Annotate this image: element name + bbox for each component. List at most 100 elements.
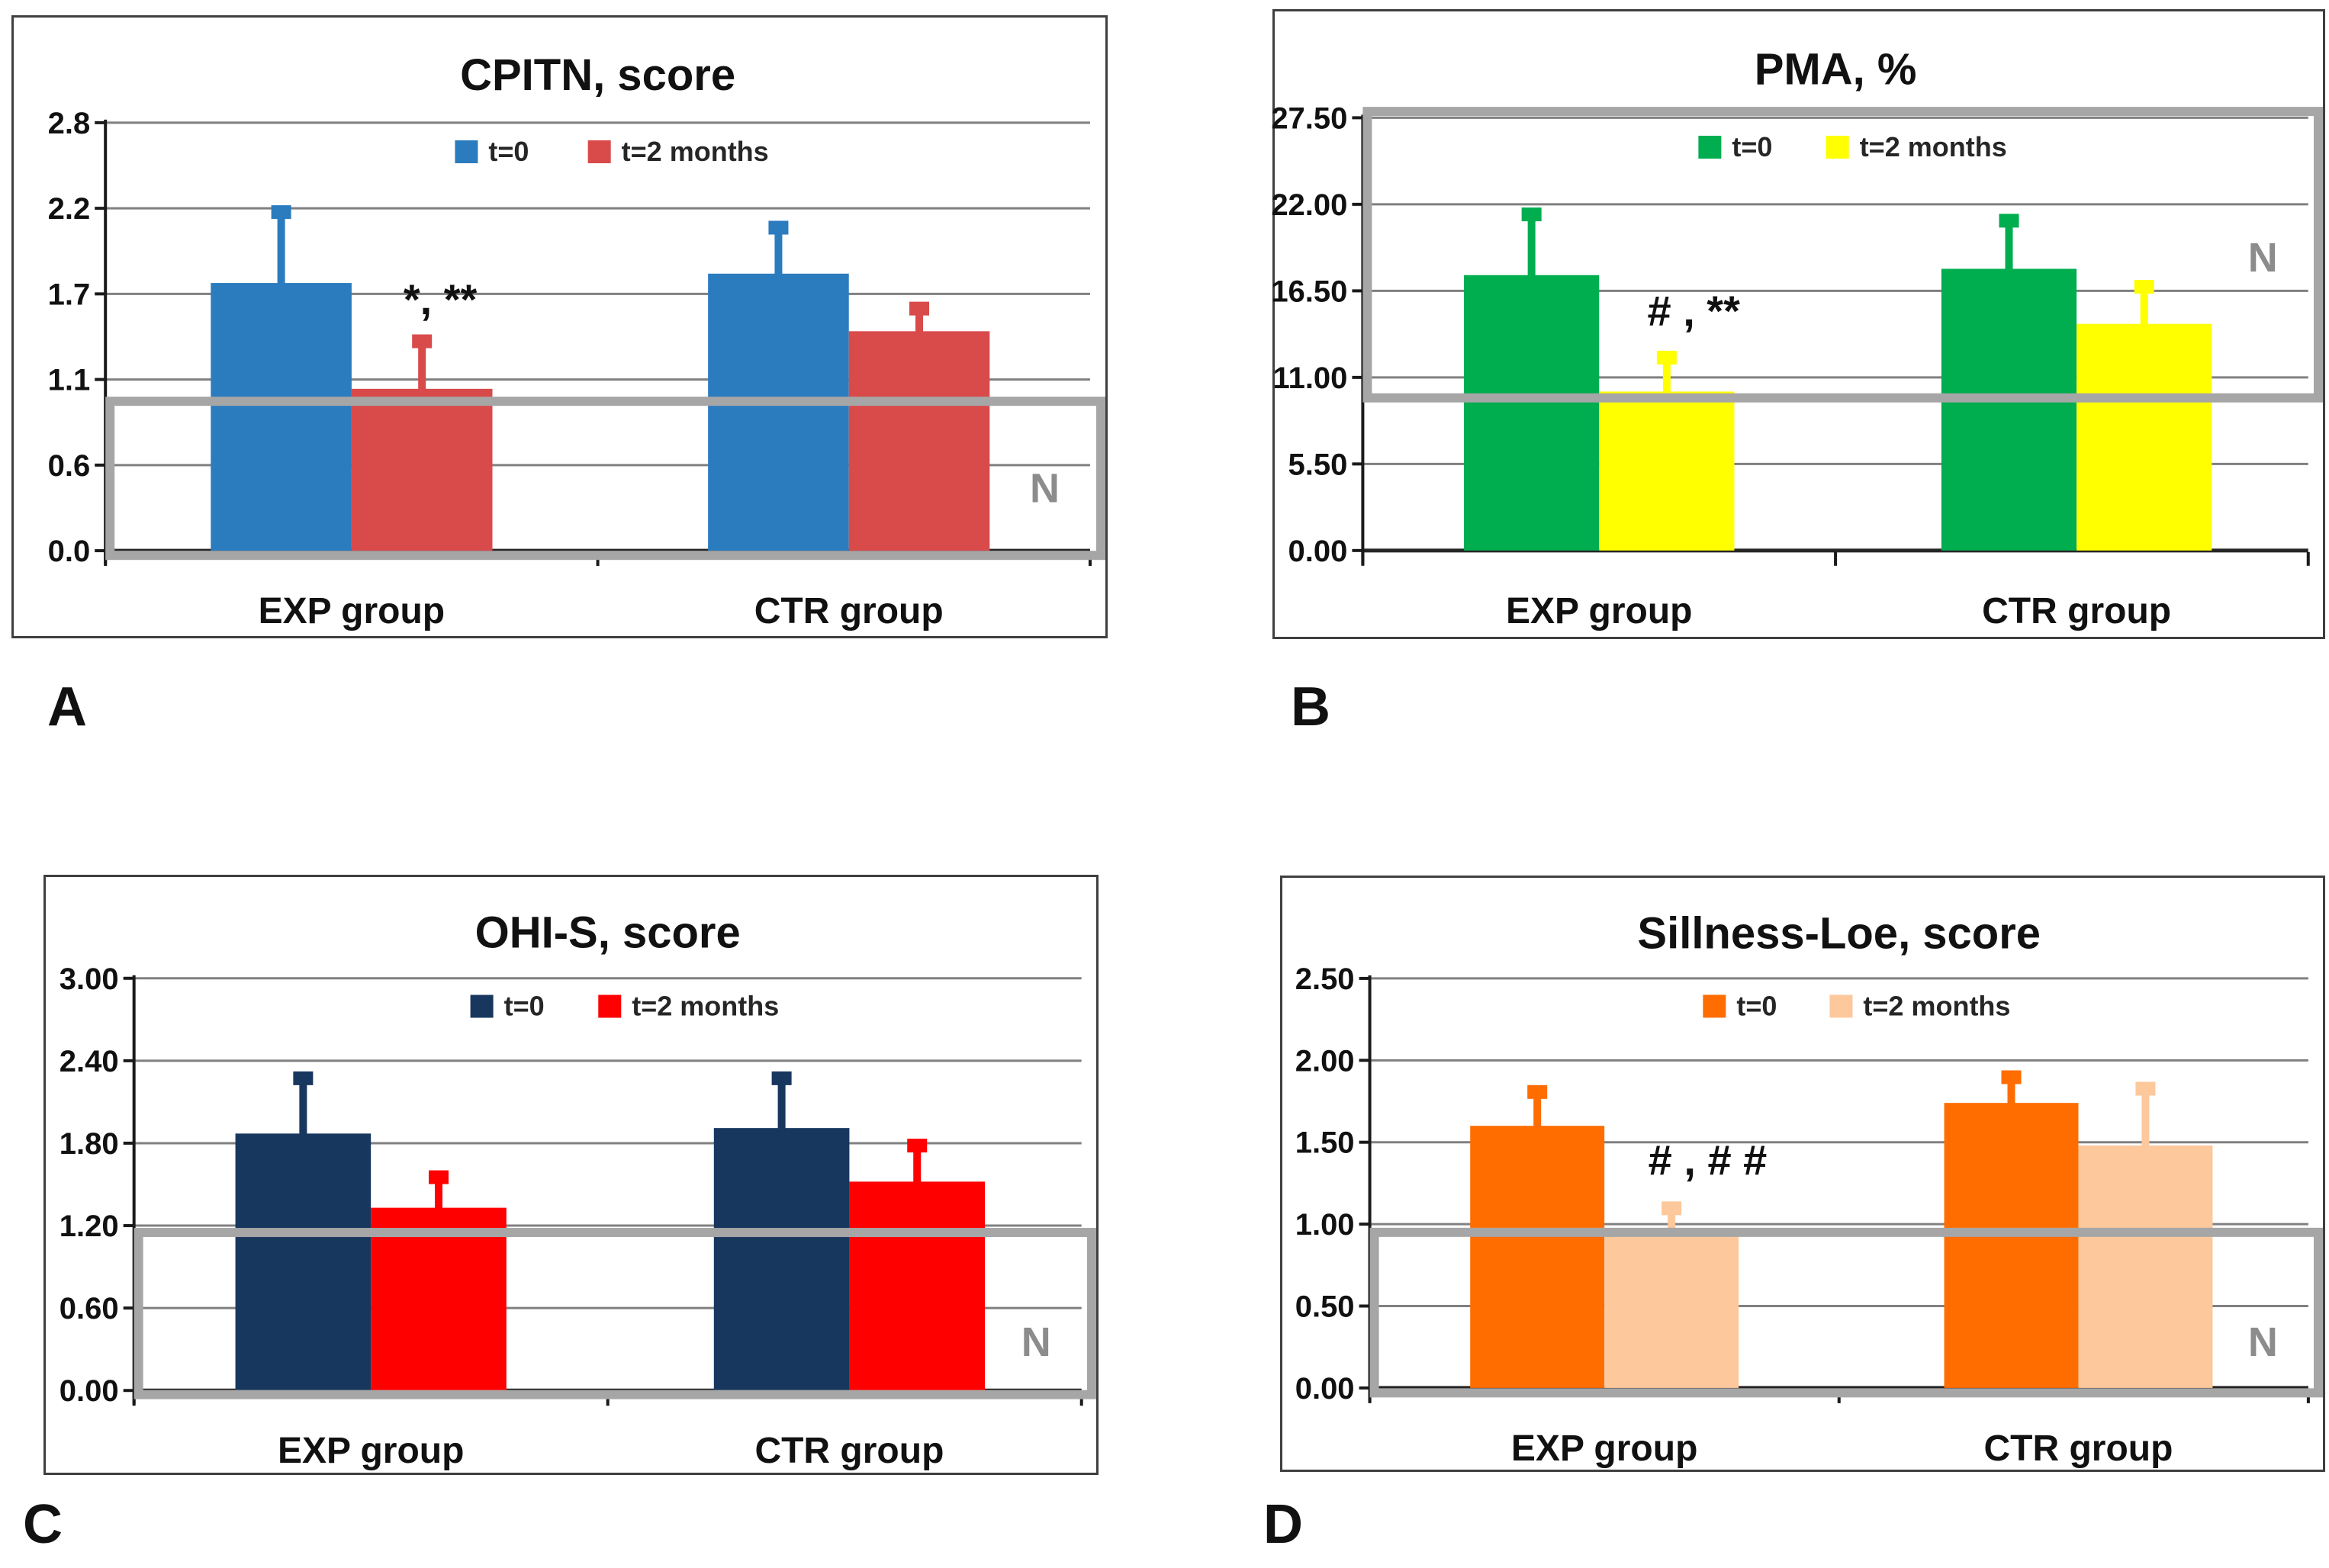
y-tick-label: 2.40	[60, 1045, 119, 1078]
bar-t0-ctr	[708, 273, 849, 551]
category-label: CTR group	[1983, 1428, 2173, 1469]
y-tick-label: 1.00	[1295, 1208, 1355, 1242]
normal-range-box	[105, 397, 1106, 561]
bar-t0-ctr	[1941, 268, 2077, 551]
category-label: CTR group	[754, 1431, 944, 1471]
y-tick-label: 0.50	[1295, 1290, 1355, 1324]
error-bar-cap	[271, 205, 291, 220]
legend: t=0 t=2 months	[455, 136, 769, 167]
y-tick-label: 16.50	[1271, 275, 1347, 308]
error-bar-cap	[2135, 1081, 2156, 1096]
y-tick-label: 2.2	[48, 192, 91, 226]
y-tick-label: 1.20	[60, 1210, 119, 1243]
error-bar-cap	[771, 1071, 792, 1085]
legend-swatch	[1826, 135, 1849, 159]
y-tick-label: 0.0	[48, 535, 91, 568]
significance-annotation: *, **	[404, 275, 478, 323]
error-bar-cap	[2134, 280, 2154, 294]
legend-label: t=2 months	[622, 136, 769, 167]
error-bar-cap	[768, 220, 789, 235]
y-tick-label: 0.6	[48, 449, 91, 483]
normal-range-label: N	[1030, 465, 1060, 511]
bar-t0-ctr	[1944, 1103, 2079, 1388]
normal-range-box	[1362, 107, 2323, 403]
error-bar-cap	[293, 1071, 314, 1085]
bar-t0-ctr	[713, 1128, 850, 1391]
legend-label: t=0	[1736, 990, 1777, 1021]
category-label: EXP group	[1511, 1428, 1697, 1469]
legend-swatch	[455, 140, 478, 164]
normal-range-label: N	[1021, 1319, 1051, 1365]
legend-swatch	[1829, 994, 1853, 1018]
category-label: CTR group	[1982, 591, 2171, 631]
y-tick-label: 1.50	[1295, 1126, 1355, 1160]
error-bar-cap	[1656, 350, 1677, 365]
error-bar-cap	[1527, 1084, 1548, 1099]
legend-label: t=2 months	[632, 991, 779, 1022]
panel-label-a: A	[47, 676, 87, 737]
chart-svg-d: Sillness-Loe, score 0.00 0.50 1.00 1.50 2.00 2…	[1295, 908, 2323, 1469]
bar-t2-ctr	[849, 1181, 986, 1391]
chart-title: CPITN, score	[460, 50, 735, 100]
error-bar-cap	[1521, 207, 1542, 222]
legend-swatch	[598, 994, 622, 1018]
chart-svg-c: OHI-S, score 0.00 0.60 1.20 1.80 2.40 3.00 Nt=0…	[60, 908, 1097, 1471]
bar-t2-exp	[351, 388, 493, 551]
significance-annotation: # , # #	[1649, 1136, 1768, 1184]
y-tick-label: 3.00	[60, 962, 119, 996]
error-bar-cap	[428, 1170, 449, 1184]
legend-label: t=2 months	[1860, 131, 2007, 162]
bar-t2-ctr	[2076, 323, 2212, 551]
y-tick-label: 2.50	[1295, 962, 1355, 996]
y-tick-label: 2.00	[1295, 1044, 1355, 1078]
y-tick-label: 2.8	[48, 107, 91, 140]
error-bar-cap	[907, 1139, 928, 1153]
y-tick-label: 0.00	[1288, 535, 1348, 568]
y-tick-label: 1.80	[60, 1127, 119, 1161]
legend-label: t=2 months	[1863, 990, 2010, 1021]
chart-title: OHI-S, score	[475, 908, 741, 958]
y-tick-label: 0.00	[60, 1374, 119, 1408]
normal-range-label: N	[2248, 235, 2278, 281]
error-bar-cap	[909, 301, 930, 316]
y-tick-label: 0.00	[1295, 1372, 1355, 1406]
bar-t0-exp	[1464, 275, 1600, 551]
bar-t0-exp	[235, 1133, 372, 1391]
y-tick-label: 5.50	[1288, 448, 1348, 481]
significance-annotation: # , **	[1647, 287, 1740, 335]
y-tick-label: 22.00	[1271, 188, 1347, 222]
legend-swatch	[1698, 135, 1722, 159]
error-bar-cap	[412, 334, 433, 349]
panel-b: PMA, % 0.00 5.50 11.00 16.50 22.00 27.50 # , **…	[1271, 9, 2325, 639]
bar-t0-exp	[211, 283, 352, 551]
y-tick-label: 11.00	[1273, 361, 1348, 395]
bar-t2-ctr	[848, 331, 990, 551]
legend-label: t=0	[504, 991, 545, 1022]
chart-svg-b: PMA, % 0.00 5.50 11.00 16.50 22.00 27.50 # , **…	[1271, 44, 2323, 631]
legend: t=0 t=2 months	[470, 991, 779, 1022]
legend-swatch	[1703, 994, 1726, 1018]
error-bar-cap	[1999, 214, 2019, 228]
bar-t0-exp	[1470, 1126, 1605, 1388]
y-tick-label: 1.1	[48, 364, 91, 397]
category-label: EXP group	[278, 1431, 464, 1471]
y-tick-label: 1.7	[48, 278, 91, 311]
category-label: CTR group	[754, 591, 944, 631]
y-tick-label: 0.60	[60, 1292, 119, 1325]
normal-range-label: N	[2248, 1319, 2278, 1365]
panel-label-b: B	[1291, 676, 1330, 737]
error-bar-cap	[1662, 1201, 1682, 1216]
y-tick-label: 27.50	[1271, 101, 1347, 135]
chart-svg-a: CPITN, score 0.0 0.6 1.1 1.7 2.2 2.8 *, ** Nt=0 t…	[48, 50, 1106, 631]
legend: t=0 t=2 months	[1703, 990, 2010, 1021]
normal-range-box	[1369, 1227, 2323, 1398]
category-label: EXP group	[1506, 591, 1692, 631]
normal-range-box	[133, 1228, 1097, 1399]
legend-swatch	[587, 140, 611, 164]
bar-t2-ctr	[2078, 1145, 2213, 1388]
chart-title: PMA, %	[1755, 44, 1917, 94]
legend: t=0 t=2 months	[1698, 131, 2007, 162]
